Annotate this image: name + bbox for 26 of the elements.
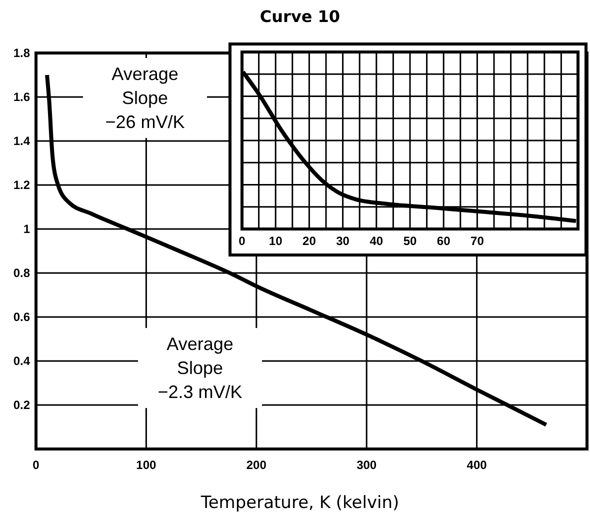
x-tick-label: 100 bbox=[136, 458, 157, 472]
y-tick-label: 0.4 bbox=[13, 354, 30, 368]
annotation: Average Slope −26 mV/K bbox=[105, 64, 185, 132]
y-tick-label: 0.6 bbox=[13, 310, 30, 324]
chart-title: Curve 10 bbox=[260, 7, 340, 26]
x-tick-label: 0 bbox=[32, 458, 40, 472]
y-tick-label: 1.4 bbox=[13, 134, 30, 148]
y-tick-label: 1 bbox=[23, 222, 30, 236]
x-axis-title: Temperature, K (kelvin) bbox=[200, 493, 400, 513]
x-tick-label: 400 bbox=[466, 458, 488, 472]
x-tick-label: 60 bbox=[436, 234, 451, 248]
x-tick-label: 10 bbox=[268, 234, 283, 248]
y-tick-label: 1.8 bbox=[13, 46, 30, 60]
y-tick-label: 1.2 bbox=[13, 178, 30, 192]
x-tick-label: 20 bbox=[302, 234, 316, 248]
x-tick-label: 70 bbox=[470, 234, 484, 248]
x-tick-label: 300 bbox=[356, 458, 377, 472]
x-tick-label: 30 bbox=[336, 234, 350, 248]
x-tick-label: 0 bbox=[238, 234, 246, 248]
y-tick-label: 0.2 bbox=[13, 398, 30, 412]
y-tick-label: 0.8 bbox=[13, 266, 30, 280]
x-tick-label: 50 bbox=[403, 234, 417, 248]
y-tick-label: 1.6 bbox=[13, 90, 30, 104]
annotation: Average Slope −2.3 mV/K bbox=[158, 334, 242, 402]
x-tick-label: 40 bbox=[370, 234, 384, 248]
x-tick-label: 200 bbox=[246, 458, 267, 472]
